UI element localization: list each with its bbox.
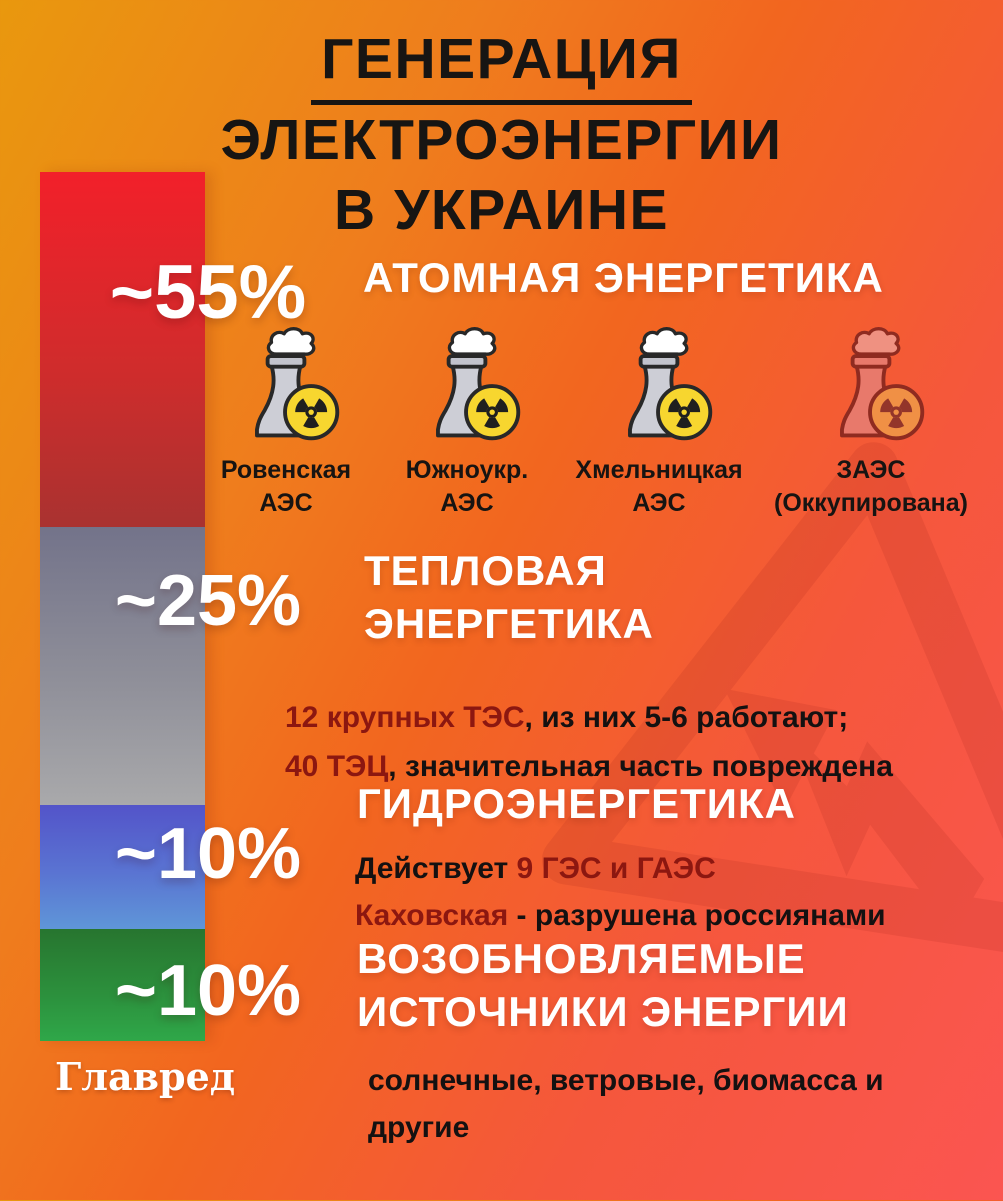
hydro-details-line-1: Действует 9 ГЭС и ГАЭС [355, 852, 716, 885]
plant-yuzhnoukr: Южноукр. АЭС [376, 326, 558, 519]
plant-label: Ровенская АЭС [220, 456, 352, 517]
thermal-details-line-1: 12 крупных ТЭС, из них 5-6 работают; [285, 701, 849, 734]
plant-khmelnytska: Хмельницкая АЭС [558, 326, 760, 519]
heading-renewables: ВОЗОБНОВЛЯЕМЫЕ ИСТОЧНИКИ ЭНЕРГИИ [357, 935, 849, 1035]
hydro-details: Действует 9 ГЭС и ГАЭС Каховская - разру… [355, 846, 886, 939]
nuclear-plant-icon [628, 327, 713, 441]
plant-label: ЗАЭС (Оккупирована) [774, 456, 968, 517]
hydro-details-line-2: Каховская - разрушена россиянами [355, 898, 886, 932]
plant-rovenska: Ровенская АЭС [196, 326, 376, 519]
plant-label: Хмельницкая АЭС [575, 456, 743, 517]
percent-label-renewables: ~10% [114, 951, 302, 1031]
nuclear-plant-icon-occupied [840, 327, 925, 441]
thermal-details: 12 крупных ТЭС, из них 5-6 работают; 40 … [285, 694, 893, 791]
electric-hazard-watermark-icon [541, 442, 1003, 963]
heading-nuclear: АТОМНАЯ ЭНЕРГЕТИКА [363, 254, 884, 301]
title-underlined-word: ГЕНЕРАЦИЯ [311, 26, 692, 106]
plant-label: Южноукр. АЭС [405, 456, 529, 517]
title-line-2: ЭЛЕКТРОЭНЕРГИИ [220, 108, 783, 173]
nuclear-plant-icon [255, 327, 340, 441]
percent-label-hydro: ~10% [114, 814, 302, 894]
bar-segment-hydro [40, 805, 205, 929]
title-line-1: ГЕНЕРАЦИЯ [0, 26, 1003, 106]
page-title: ГЕНЕРАЦИЯ ЭЛЕКТРОЭНЕРГИИ В УКРАИНЕ [0, 26, 1003, 244]
bar-segment-thermal [40, 527, 205, 805]
heading-hydro: ГИДРОЭНЕРГЕТИКА [357, 780, 796, 827]
thermal-details-line-2: 40 ТЭЦ, значительная часть повреждена [285, 749, 893, 783]
source-label: Главред [55, 1054, 236, 1099]
stacked-bar [40, 172, 205, 1041]
bar-segment-nuclear [40, 172, 205, 527]
title-line-3: В УКРАИНЕ [333, 177, 670, 242]
renewables-details: солнечные, ветровые, биомасса и другие [368, 1064, 884, 1144]
nuclear-plants-row: Ровенская АЭС Южноукр. АЭС [196, 326, 986, 519]
percent-label-nuclear: ~55% [109, 250, 307, 335]
heading-thermal: ТЕПЛОВАЯ ЭНЕРГЕТИКА [364, 547, 654, 647]
nuclear-plant-icon [436, 327, 521, 441]
bar-segment-renewables [40, 929, 205, 1041]
percent-label-thermal: ~25% [114, 561, 302, 641]
plant-zaes-occupied: ЗАЭС (Оккупирована) [760, 326, 982, 519]
